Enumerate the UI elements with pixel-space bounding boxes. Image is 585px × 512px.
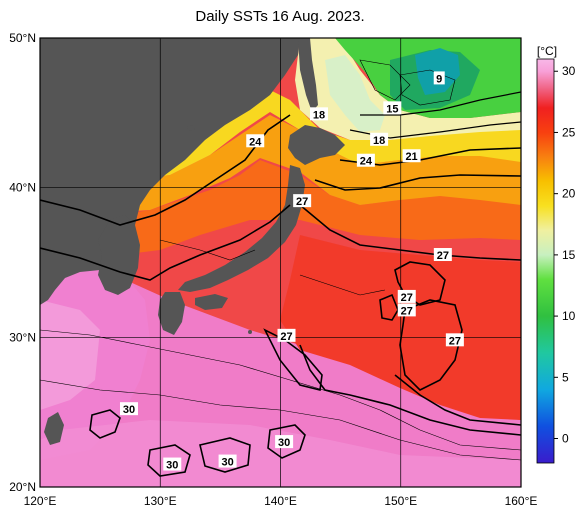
lat-tick-label: 40°N	[9, 181, 36, 195]
contour-label-text: 18	[313, 109, 325, 121]
lat-tick-label: 20°N	[9, 480, 36, 494]
contour-label-text: 9	[436, 73, 442, 85]
contour-label-bg	[275, 435, 294, 449]
contour-label-bg	[293, 194, 312, 208]
colorbar-tick-label: 20	[562, 187, 576, 201]
contour-label-text: 30	[278, 437, 290, 449]
contour-label-text: 27	[296, 196, 308, 208]
contour-label: 24	[246, 134, 265, 148]
contour-label-text: 27	[401, 292, 413, 304]
land-shikoku	[195, 294, 228, 310]
contour-label: 27	[293, 194, 312, 208]
contour-label-text: 24	[360, 156, 373, 168]
contour-label: 27	[433, 248, 452, 262]
contour-label-bg	[218, 454, 237, 468]
land-sakhalin	[298, 38, 318, 112]
contour-label-bg	[397, 303, 416, 317]
colorbar-tick-label: 15	[562, 248, 576, 262]
contour-label: 30	[119, 402, 138, 416]
contour-label-bg	[445, 333, 464, 347]
contour-label: 30	[275, 435, 294, 449]
colorbar-tick-label: 5	[562, 370, 569, 384]
contour-label: 15	[383, 101, 402, 115]
contour-label-bg	[383, 101, 402, 115]
contour-label-bg	[356, 153, 375, 167]
contour-label: 24	[356, 153, 375, 168]
contour-label: 30	[163, 457, 182, 472]
land-kyushu	[158, 292, 185, 335]
contour-label: 18	[370, 132, 389, 147]
lat-tick-labels: 50°N 40°N 30°N 20°N	[9, 31, 36, 494]
lon-tick-label: 140°E	[264, 494, 297, 508]
contour-label: 27	[397, 289, 416, 304]
land-hokkaido	[288, 125, 345, 165]
colorbar-tick-label: 25	[562, 125, 576, 139]
colorbar-tick-label: 0	[562, 432, 569, 446]
land-honshu	[178, 165, 305, 292]
contour-label-text: 21	[405, 151, 417, 163]
contour-label-text: 27	[449, 335, 461, 347]
land-small-island	[248, 330, 252, 334]
colorbar-bar	[536, 58, 555, 464]
contour-label-text: 30	[166, 460, 178, 472]
contour-label-text: 15	[386, 103, 398, 115]
contour-label-bg	[246, 134, 265, 148]
contour-label-bg	[163, 457, 182, 471]
colorbar-ticks: 30 25 20 15 10 5 0	[554, 64, 576, 446]
contour-label-bg	[433, 248, 452, 262]
land-taiwan	[44, 412, 64, 445]
sst-region-15	[325, 55, 385, 132]
contour-label-text: 24	[249, 136, 262, 148]
colorbar-tick-label: 30	[562, 64, 576, 78]
contour-label-text: 27	[280, 331, 292, 343]
contour-label-text: 18	[373, 135, 385, 147]
contour-label: 18	[309, 107, 328, 121]
colorbar-unit: [°C]	[537, 44, 557, 58]
map-title: Daily SSTs 16 Aug. 2023.	[195, 8, 365, 25]
contour-label: 27	[397, 303, 416, 317]
contour-label: 27	[445, 333, 464, 347]
contour-label-bg	[397, 289, 416, 303]
contour-label-bg	[370, 132, 389, 146]
map-field	[40, 38, 521, 487]
lon-tick-labels: 120°E 130°E 140°E 150°E 160°E	[24, 494, 538, 508]
contour-label-bg	[402, 149, 421, 163]
contour-label-text: 27	[437, 250, 449, 262]
lon-tick-label: 120°E	[24, 494, 57, 508]
contour-label: 21	[402, 149, 421, 163]
lat-tick-label: 50°N	[9, 31, 36, 45]
contour-label-bg	[277, 328, 296, 342]
contour-label-text: 30	[123, 404, 135, 416]
contour-label: 27	[277, 328, 296, 343]
land-small-island	[187, 125, 195, 131]
contour-label-bg	[433, 71, 445, 85]
lat-tick-label: 30°N	[9, 330, 36, 344]
lon-tick-label: 160°E	[505, 494, 538, 508]
contour-label-bg	[119, 402, 138, 416]
contour-label-text: 27	[401, 305, 413, 317]
lon-tick-label: 130°E	[144, 494, 177, 508]
contour-label: 9	[433, 71, 445, 85]
colorbar: [°C] 30 25 20 15 10 5 0	[536, 44, 576, 464]
map-frame	[39, 37, 522, 488]
lon-tick-label: 150°E	[384, 494, 417, 508]
colorbar-tick-label: 10	[562, 309, 576, 323]
contour-label-text: 30	[221, 457, 233, 469]
contour-label: 30	[218, 454, 237, 469]
contour-label-bg	[309, 107, 328, 121]
